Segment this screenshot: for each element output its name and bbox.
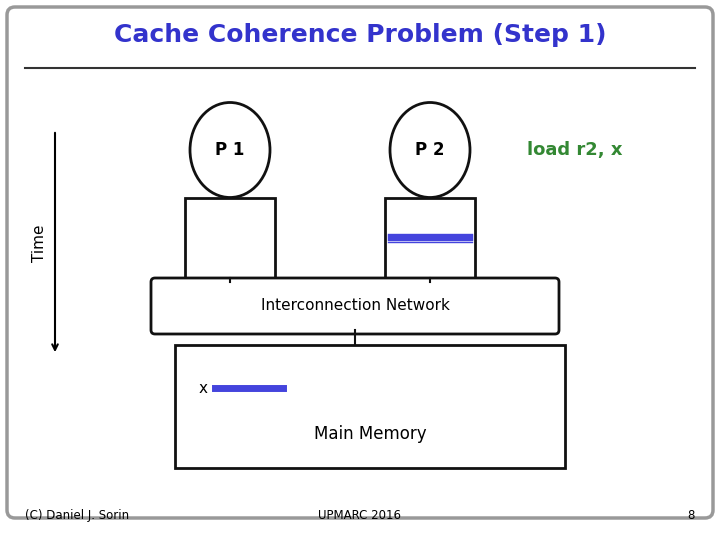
Text: P 1: P 1 [215,141,245,159]
Ellipse shape [190,103,270,198]
Text: P 2: P 2 [415,141,445,159]
Bar [185,198,275,278]
Bar [385,198,475,278]
Text: (C) Daniel J. Sorin: (C) Daniel J. Sorin [25,509,129,522]
Text: Interconnection Network: Interconnection Network [261,299,449,314]
FancyBboxPatch shape [151,278,559,334]
Text: x: x [199,381,207,395]
Text: UPMARC 2016: UPMARC 2016 [318,509,402,522]
Bar [175,345,565,468]
Ellipse shape [390,103,470,198]
Text: Main Memory: Main Memory [314,424,426,443]
FancyBboxPatch shape [7,7,713,518]
Text: Time: Time [32,224,48,262]
Text: load r2, x: load r2, x [527,141,623,159]
Text: Cache Coherence Problem (Step 1): Cache Coherence Problem (Step 1) [114,23,606,47]
Text: 8: 8 [688,509,695,522]
